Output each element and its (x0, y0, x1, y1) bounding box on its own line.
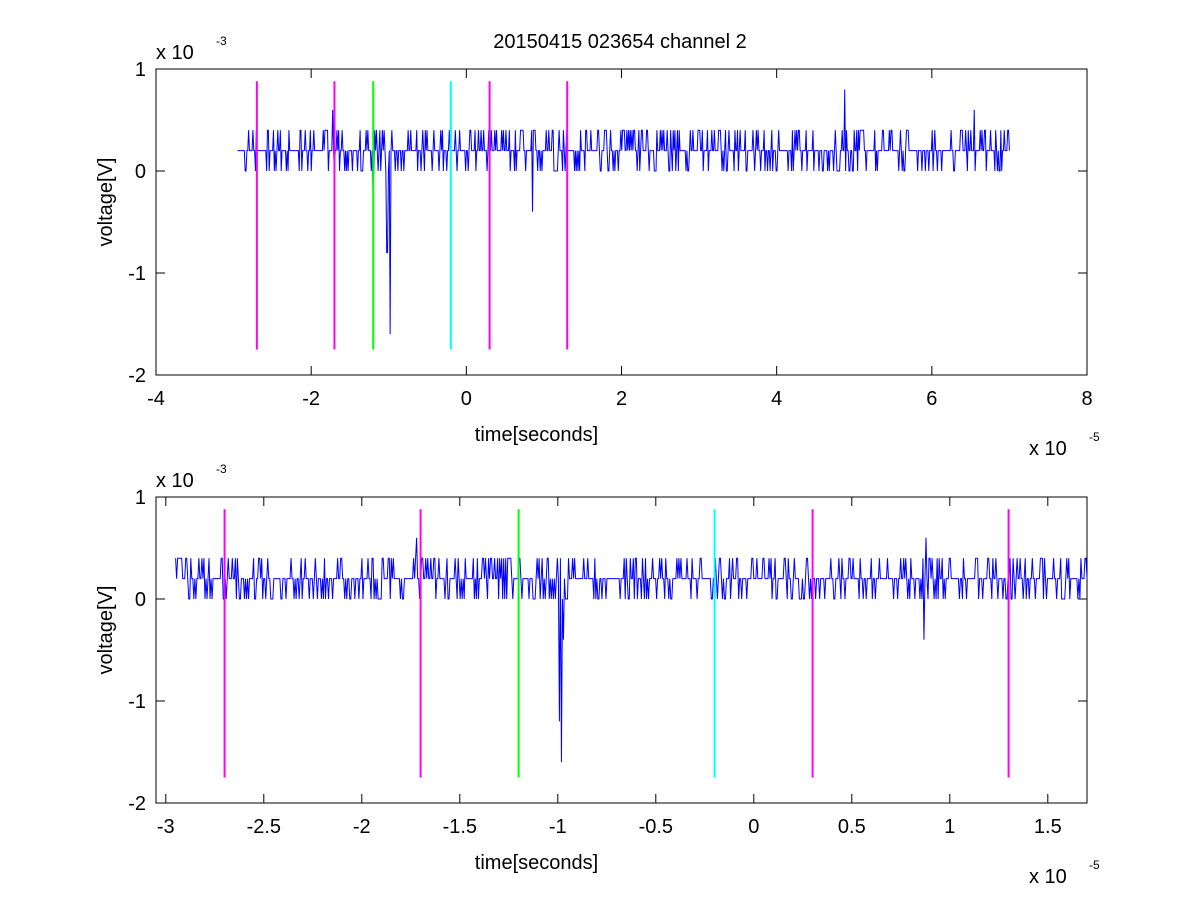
y-tick-label: -2 (128, 793, 146, 815)
y-tick-label: -2 (128, 365, 146, 387)
x-axis-label: time[seconds] (475, 852, 598, 874)
chart-1: -4 -2 0 2 4 6 8-2-101time[seconds]voltage[V]x … (95, 34, 1100, 460)
y-exponent: -3 (216, 34, 227, 48)
x-exponent: -5 (1089, 858, 1100, 872)
axes-box (155, 496, 1088, 804)
y-tick-label: -1 (128, 691, 146, 713)
y-tick-label: 0 (135, 589, 146, 611)
x-tick-label: 1 (944, 816, 955, 838)
x-tick-label: -3 (157, 816, 175, 838)
x-tick-label: 8 (1081, 388, 1092, 410)
voltage-trace (175, 537, 1088, 763)
y-axis-label: voltage[V] (95, 586, 117, 675)
y-tick-label: 0 (135, 161, 146, 183)
voltage-trace (237, 89, 1010, 335)
y-exponent-label: x 10 (156, 470, 194, 492)
x-tick-label: 1.5 (1034, 816, 1062, 838)
x-tick-label: 6 (926, 388, 937, 410)
x-exponent: -5 (1089, 430, 1100, 444)
y-tick-label: -1 (128, 263, 146, 285)
y-exponent-label: x 10 (156, 42, 194, 64)
x-tick-label: -2.5 (247, 816, 281, 838)
x-tick-label: -0.5 (639, 816, 673, 838)
x-tick-label: -2 (302, 388, 320, 410)
x-axis-label: time[seconds] (475, 424, 598, 446)
x-tick-label: -1.5 (443, 816, 477, 838)
chart-2: -3 -2.5 -2 -1.5 -1 -0.5 0 0.5 1 1.5 -2 -1 0 1 time[sec… (95, 462, 1100, 888)
x-exponent-label: x 10 (1029, 866, 1067, 888)
y-tick-label: 1 (135, 487, 146, 509)
x-exponent-label: x 10 (1029, 438, 1067, 460)
axes-box (155, 68, 1088, 376)
y-tick-label: 1 (135, 59, 146, 81)
y-exponent: -3 (216, 462, 227, 476)
figure-title: 20150415 023654 channel 2 (493, 31, 747, 53)
x-tick-label: 0 (461, 388, 472, 410)
y-axis-label: voltage[V] (95, 158, 117, 247)
x-tick-label: -4 (147, 388, 165, 410)
x-tick-label: -2 (353, 816, 371, 838)
x-tick-label: 0 (748, 816, 759, 838)
x-tick-label: 0.5 (838, 816, 866, 838)
x-tick-label: 4 (771, 388, 782, 410)
x-tick-label: -1 (549, 816, 567, 838)
x-tick-label: 2 (616, 388, 627, 410)
